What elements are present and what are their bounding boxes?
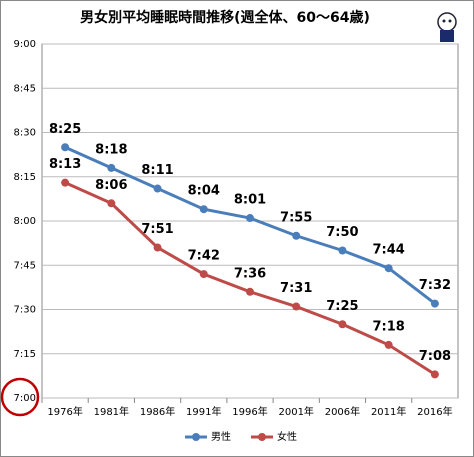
data-point	[292, 302, 301, 311]
x-tick-label: 1986年	[140, 405, 175, 418]
x-tick-label: 2016年	[417, 405, 452, 418]
value-label: 8:25	[49, 122, 81, 137]
value-label: 7:36	[234, 266, 266, 281]
y-tick-label: 8:15	[14, 172, 36, 183]
legend-label: 女性	[277, 430, 297, 443]
x-tick-label: 1996年	[232, 405, 267, 418]
y-tick-label: 7:30	[14, 305, 36, 316]
x-tick-label: 2011年	[371, 405, 406, 418]
data-point	[107, 199, 116, 208]
data-point	[61, 178, 70, 187]
y-tick-label: 7:15	[14, 349, 36, 360]
y-tick-label: 8:45	[14, 83, 36, 94]
legend-marker	[192, 433, 200, 441]
value-label: 7:55	[280, 210, 312, 225]
x-tick-label: 1991年	[186, 405, 221, 418]
legend-marker	[258, 433, 266, 441]
x-tick-label: 1976年	[47, 405, 82, 418]
y-tick-label: 9:00	[14, 39, 36, 50]
data-point	[430, 370, 439, 379]
y-tick-label: 8:30	[14, 128, 36, 139]
data-point	[292, 231, 301, 240]
value-label: 8:11	[141, 163, 173, 178]
value-label: 7:44	[372, 243, 404, 258]
data-point	[338, 320, 347, 329]
value-label: 8:04	[188, 184, 220, 199]
data-point	[153, 243, 162, 252]
value-label: 8:18	[95, 142, 127, 157]
value-label: 7:51	[141, 222, 173, 237]
legend-label: 男性	[211, 430, 231, 443]
data-point	[384, 340, 393, 349]
value-label: 7:42	[188, 249, 220, 264]
data-point	[430, 299, 439, 308]
x-tick-label: 1981年	[94, 405, 129, 418]
y-tick-label: 8:00	[14, 216, 36, 227]
value-label: 8:06	[95, 178, 127, 193]
value-label: 7:08	[419, 349, 451, 364]
y-tick-label: 7:45	[14, 260, 36, 271]
chart-title: 男女別平均睡眠時間推移(週全体、60～64歳)	[80, 9, 370, 26]
data-point	[338, 246, 347, 255]
y-tick-label: 7:00	[14, 393, 36, 404]
data-point	[199, 270, 208, 279]
data-point	[61, 143, 70, 152]
value-label: 8:01	[234, 193, 266, 208]
value-label: 7:18	[372, 319, 404, 334]
value-label: 7:25	[326, 299, 358, 314]
value-label: 7:50	[326, 225, 358, 240]
data-point	[153, 184, 162, 193]
data-point	[384, 264, 393, 273]
mascot-icon	[437, 12, 457, 42]
value-label: 8:13	[49, 157, 81, 172]
data-point	[107, 163, 116, 172]
highlight-circle	[0, 377, 40, 417]
data-point	[246, 287, 254, 296]
value-label: 7:31	[280, 281, 312, 296]
data-point	[246, 214, 254, 223]
x-tick-label: 2001年	[278, 405, 313, 418]
data-point	[199, 205, 208, 214]
x-tick-label: 2006年	[325, 405, 360, 418]
value-label: 7:32	[419, 278, 451, 293]
